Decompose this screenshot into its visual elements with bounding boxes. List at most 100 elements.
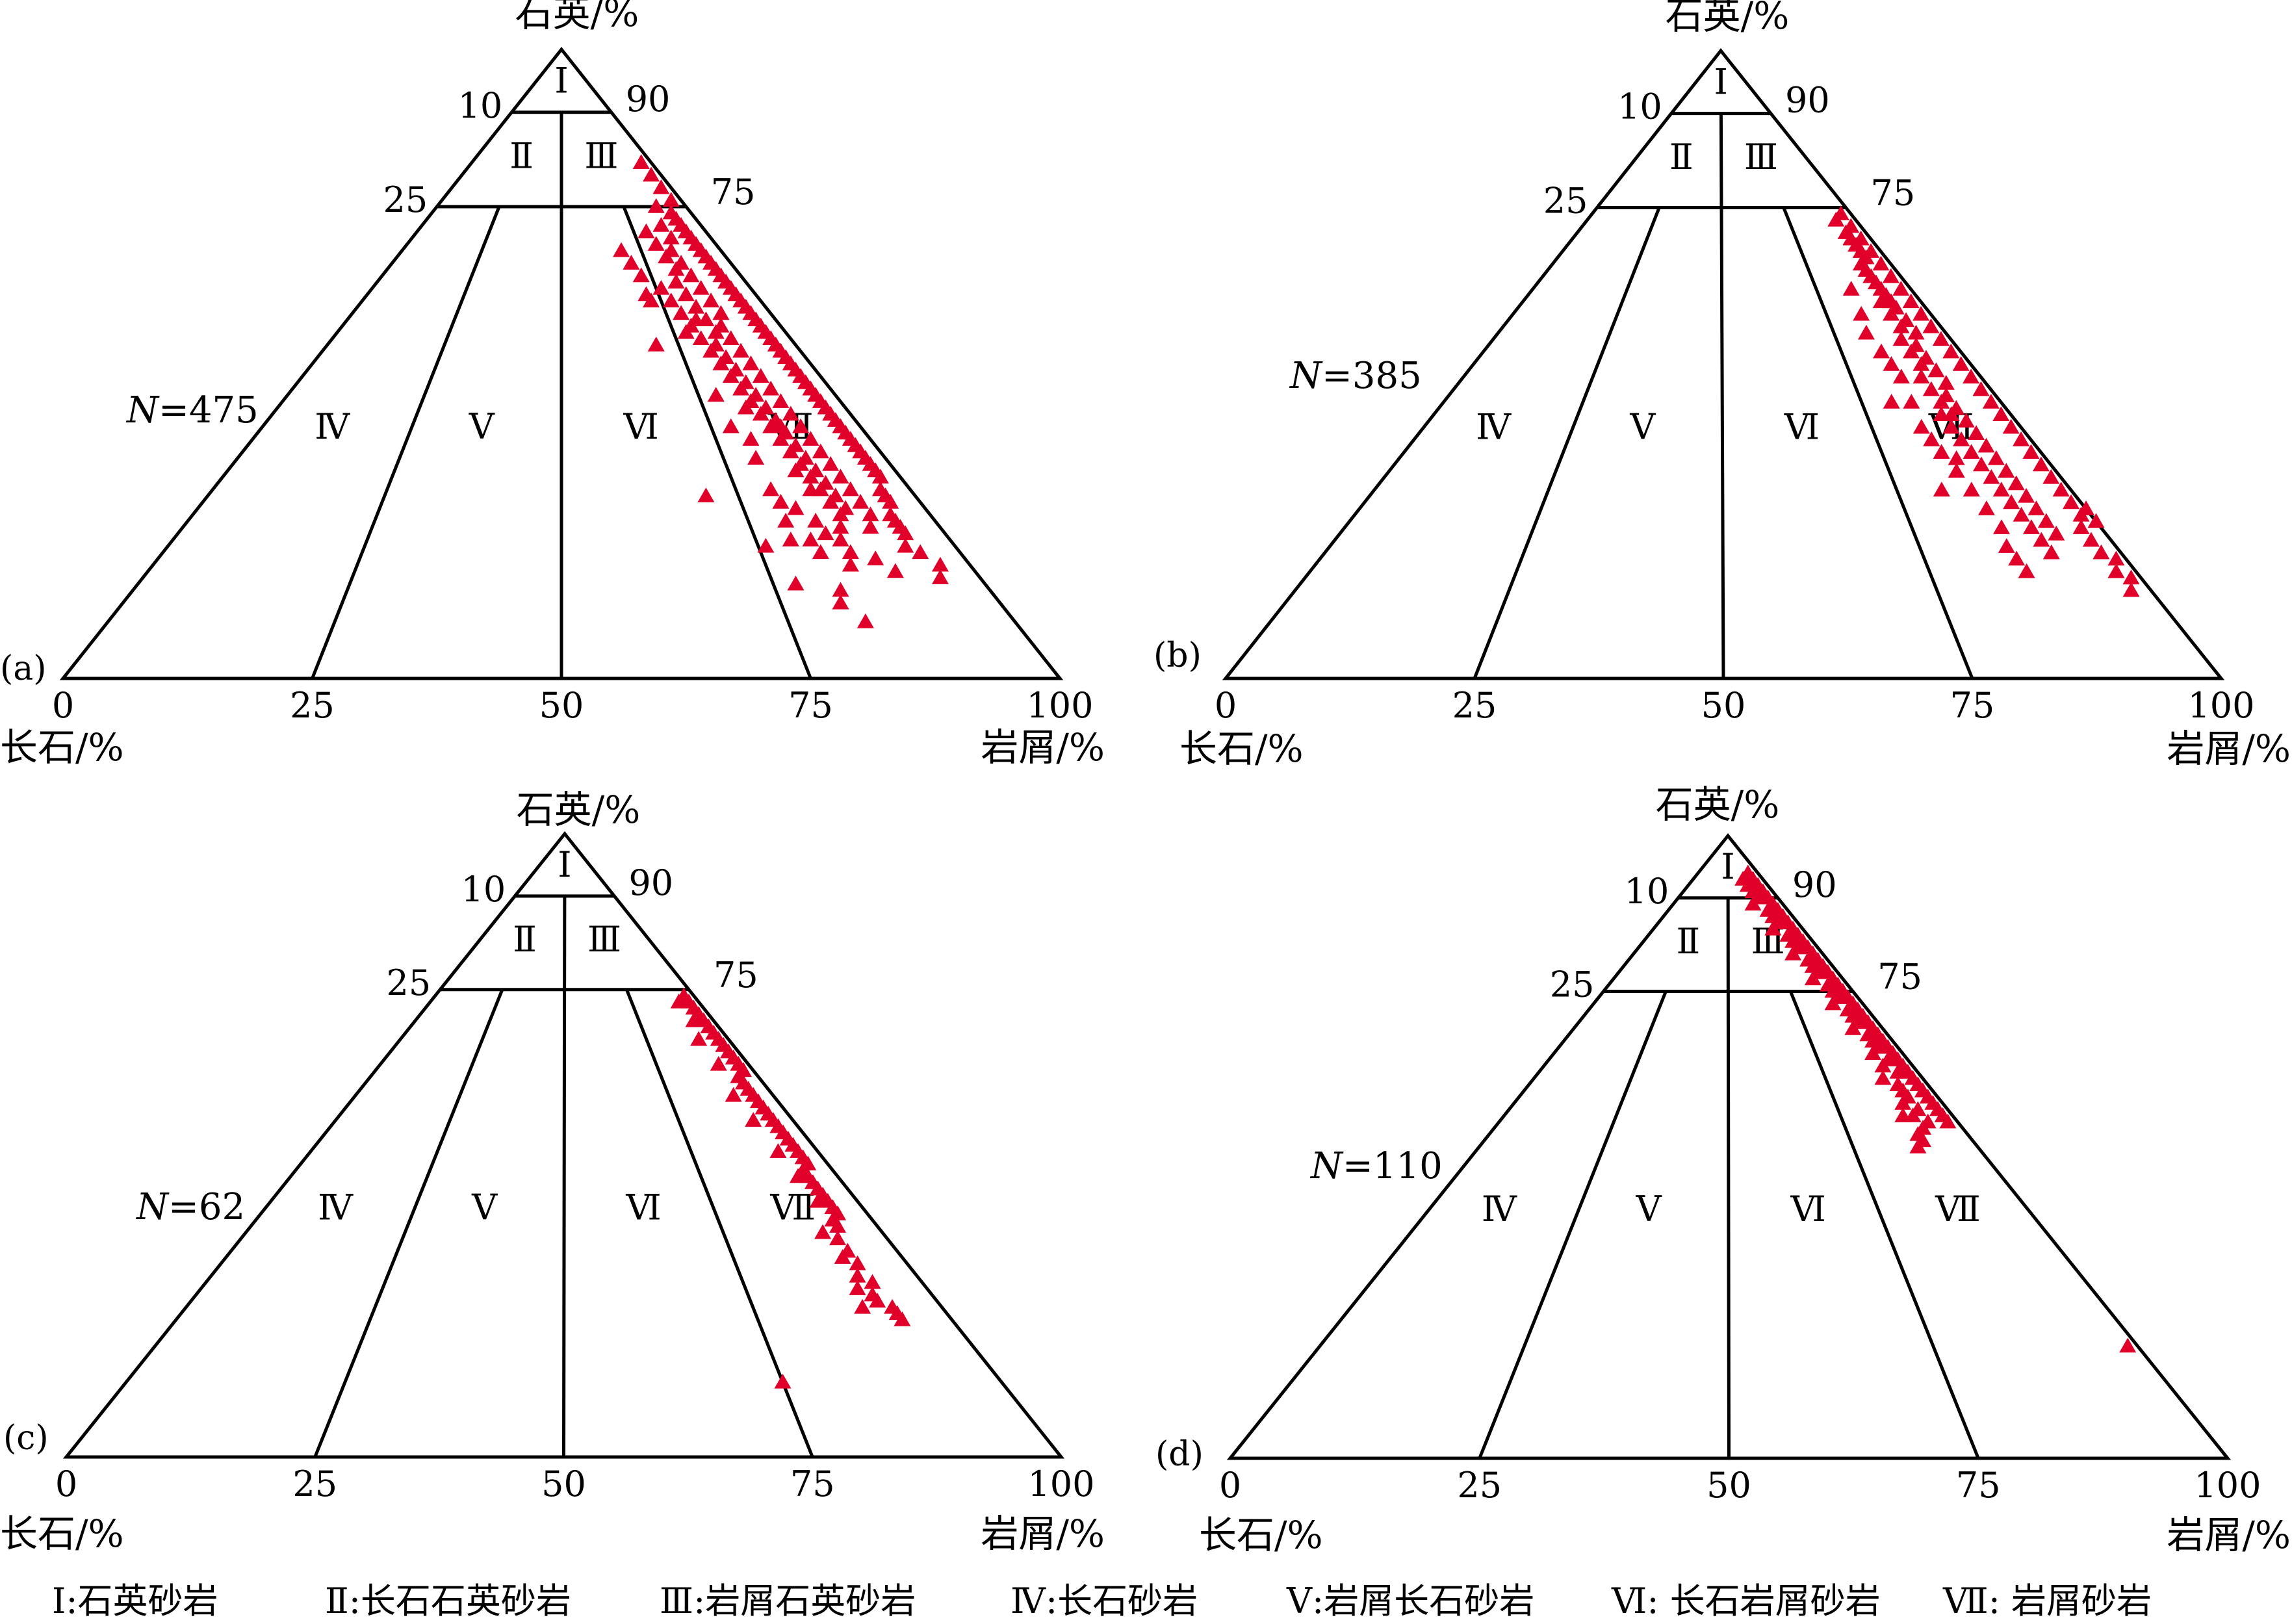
data-point xyxy=(742,431,760,446)
data-point xyxy=(772,493,790,509)
data-point xyxy=(707,324,725,339)
data-point xyxy=(1902,293,1920,309)
tick-10: 10 xyxy=(1617,86,1662,127)
data-point xyxy=(897,525,914,541)
data-point xyxy=(782,406,799,421)
data-point xyxy=(2013,506,2030,522)
data-point xyxy=(852,493,869,509)
data-point xyxy=(1873,343,1890,359)
data-point xyxy=(769,1143,787,1158)
sample-count-label: N=385 xyxy=(1289,355,1422,397)
data-point xyxy=(732,342,750,358)
boundary-r75 xyxy=(622,206,812,679)
data-point xyxy=(1883,305,1900,321)
base-tick-50: 50 xyxy=(1701,685,1746,726)
data-point xyxy=(1923,431,1940,446)
data-point xyxy=(809,1192,827,1208)
tick-75: 75 xyxy=(711,172,756,213)
data-point xyxy=(647,198,665,213)
data-point xyxy=(2013,431,2030,446)
data-point xyxy=(1968,425,1985,441)
region-label-6: Ⅵ xyxy=(1784,407,1820,448)
base-tick-75: 75 xyxy=(1950,685,1995,726)
data-point xyxy=(742,355,760,370)
data-point xyxy=(869,1293,886,1308)
data-point xyxy=(662,192,680,207)
data-point xyxy=(1824,995,1842,1011)
data-point xyxy=(867,550,884,565)
data-point xyxy=(1842,281,1860,296)
quartz-axis-title: 石英/% xyxy=(517,788,641,832)
data-point xyxy=(1903,393,1920,409)
data-point xyxy=(1827,211,1845,227)
data-point xyxy=(1972,381,1990,396)
data-point xyxy=(1734,871,1752,886)
tick-90: 90 xyxy=(1792,864,1837,905)
tick-10: 10 xyxy=(1625,871,1669,912)
base-tick-75: 75 xyxy=(790,1463,835,1504)
data-point xyxy=(1892,368,1910,384)
data-point xyxy=(647,236,665,251)
base-tick-50: 50 xyxy=(541,1463,586,1504)
data-point xyxy=(849,1280,866,1295)
data-point xyxy=(2087,513,2105,528)
data-point xyxy=(667,261,685,276)
base-tick-0: 0 xyxy=(52,685,74,726)
data-point xyxy=(777,513,795,528)
data-point xyxy=(1942,406,1960,422)
sample-count-value: =385 xyxy=(1322,355,1422,397)
base-tick-50: 50 xyxy=(539,685,584,726)
data-point xyxy=(658,248,675,264)
base-tick-25: 25 xyxy=(1457,1465,1502,1506)
data-point xyxy=(677,286,695,302)
data-point xyxy=(682,267,700,283)
tick-10: 10 xyxy=(461,869,506,910)
data-point xyxy=(1744,883,1762,898)
data-point xyxy=(692,330,710,346)
region-label-6: Ⅵ xyxy=(625,1187,661,1228)
sample-count-value: =475 xyxy=(159,389,259,432)
data-point xyxy=(842,544,859,560)
boundary-median xyxy=(562,896,567,1458)
region-label-1: Ⅰ xyxy=(558,844,571,885)
data-point xyxy=(702,342,720,358)
data-point xyxy=(1914,1120,1932,1135)
data-point xyxy=(1912,419,1930,434)
data-point xyxy=(1824,983,1842,998)
data-point xyxy=(822,456,840,471)
region-label-6: Ⅵ xyxy=(623,406,659,447)
data-point xyxy=(1972,456,1990,472)
data-point xyxy=(1987,450,2005,465)
data-point xyxy=(662,292,680,307)
data-point xyxy=(1892,331,1910,346)
tick-25: 25 xyxy=(387,962,431,1003)
base-tick-25: 25 xyxy=(292,1463,337,1504)
data-point xyxy=(1933,482,1950,496)
data-point xyxy=(1942,419,1960,434)
data-point xyxy=(1933,393,1950,409)
data-point xyxy=(1942,343,1960,359)
data-point xyxy=(1844,1007,1862,1023)
data-point xyxy=(722,330,740,346)
data-point xyxy=(1883,356,1900,371)
tick-25: 25 xyxy=(383,179,428,220)
base-tick-75: 75 xyxy=(1956,1465,2001,1506)
panel-a: 石英/% 长石/% 岩屑/% N=475 (a) 10 90 25 75 0 25 50 75… xyxy=(0,0,1105,769)
data-point xyxy=(1948,450,1965,465)
data-point xyxy=(1842,230,1860,246)
data-point xyxy=(623,255,640,270)
region-label-3: Ⅲ xyxy=(587,919,621,960)
region-label-2: Ⅱ xyxy=(1669,136,1693,177)
data-point xyxy=(702,292,720,307)
data-point xyxy=(856,613,874,628)
data-point xyxy=(1937,374,1955,390)
data-point xyxy=(688,298,705,314)
region-label-4: Ⅳ xyxy=(315,406,350,447)
feldspar-axis-title: 长石/% xyxy=(0,1512,124,1556)
data-point xyxy=(690,1031,708,1046)
base-tick-100: 100 xyxy=(1027,1463,1094,1504)
region-label-5: Ⅴ xyxy=(471,1187,498,1228)
data-point xyxy=(1883,393,1900,409)
boundary-f75 xyxy=(311,206,501,679)
